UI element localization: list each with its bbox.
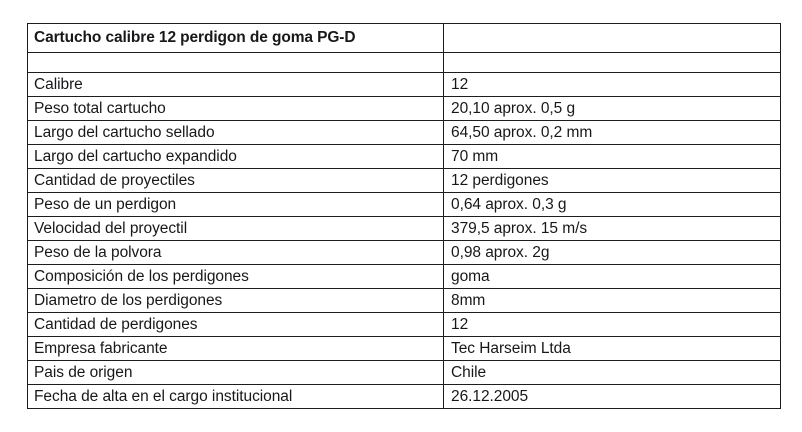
spec-label-peso-total-cartucho: Peso total cartucho [27,96,444,121]
spec-label-cantidad-proyectiles: Cantidad de proyectiles [27,168,444,193]
table-row: Largo del cartucho expandido 70 mm [27,144,781,169]
cartridge-specification-table: Cartucho calibre 12 perdigon de goma PG-… [27,23,781,409]
spacer-value-cell [443,52,781,73]
spec-label-fecha-alta: Fecha de alta en el cargo institucional [27,384,444,409]
table-row: Peso total cartucho 20,10 aprox. 0,5 g [27,96,781,121]
table-row: Calibre 12 [27,72,781,97]
table-row: Cantidad de proyectiles 12 perdigones [27,168,781,193]
spec-label-diametro-perdigones: Diametro de los perdigones [27,288,444,313]
table-row: Fecha de alta en el cargo institucional … [27,384,781,409]
table-row: Diametro de los perdigones 8mm [27,288,781,313]
table-header-row: Cartucho calibre 12 perdigon de goma PG-… [27,23,781,53]
table-row: Peso de la polvora 0,98 aprox. 2g [27,240,781,265]
table-row: Empresa fabricante Tec Harseim Ltda [27,336,781,361]
spec-value-diametro-perdigones: 8mm [443,288,781,313]
spec-value-pais-origen: Chile [443,360,781,385]
spec-label-peso-un-perdigon: Peso de un perdigon [27,192,444,217]
table-row: Cantidad de perdigones 12 [27,312,781,337]
table-spacer-row [27,52,781,73]
spec-value-peso-total-cartucho: 20,10 aprox. 0,5 g [443,96,781,121]
spacer-label-cell [27,52,444,73]
spec-label-calibre: Calibre [27,72,444,97]
table-row: Largo del cartucho sellado 64,50 aprox. … [27,120,781,145]
spec-value-cantidad-proyectiles: 12 perdigones [443,168,781,193]
table-body: Cartucho calibre 12 perdigon de goma PG-… [27,23,781,409]
spec-label-largo-cartucho-sellado: Largo del cartucho sellado [27,120,444,145]
table-row: Peso de un perdigon 0,64 aprox. 0,3 g [27,192,781,217]
table-header-empty-cell [443,23,781,53]
table-row: Composición de los perdigones goma [27,264,781,289]
spec-label-peso-polvora: Peso de la polvora [27,240,444,265]
spec-label-cantidad-perdigones: Cantidad de perdigones [27,312,444,337]
spec-label-pais-origen: Pais de origen [27,360,444,385]
table-row: Pais de origen Chile [27,360,781,385]
spec-value-velocidad-proyectil: 379,5 aprox. 15 m/s [443,216,781,241]
spec-value-peso-un-perdigon: 0,64 aprox. 0,3 g [443,192,781,217]
table-title-cell: Cartucho calibre 12 perdigon de goma PG-… [27,23,444,53]
spec-value-calibre: 12 [443,72,781,97]
spec-value-composicion-perdigones: goma [443,264,781,289]
spec-value-fecha-alta: 26.12.2005 [443,384,781,409]
spec-value-peso-polvora: 0,98 aprox. 2g [443,240,781,265]
spec-label-largo-cartucho-expandido: Largo del cartucho expandido [27,144,444,169]
spec-label-empresa-fabricante: Empresa fabricante [27,336,444,361]
spec-value-empresa-fabricante: Tec Harseim Ltda [443,336,781,361]
spec-label-velocidad-proyectil: Velocidad del proyectil [27,216,444,241]
spec-value-largo-cartucho-sellado: 64,50 aprox. 0,2 mm [443,120,781,145]
table-row: Velocidad del proyectil 379,5 aprox. 15 … [27,216,781,241]
spec-label-composicion-perdigones: Composición de los perdigones [27,264,444,289]
spec-value-largo-cartucho-expandido: 70 mm [443,144,781,169]
spec-value-cantidad-perdigones: 12 [443,312,781,337]
